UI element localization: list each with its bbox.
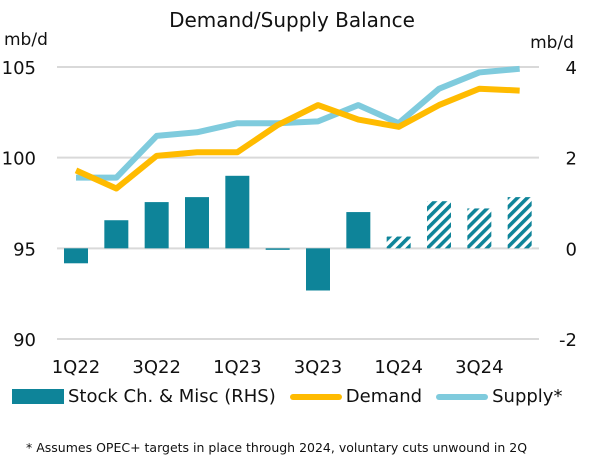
bar-forecast [507,197,532,249]
footnote: * Assumes OPEC+ targets in place through… [26,440,528,455]
legend-item-supply[interactable]: Supply* [430,386,562,407]
right-tick-label: 0 [566,239,577,260]
x-tick-label: 1Q24 [374,357,423,378]
legend-swatch-demand [289,393,342,400]
right-tick-label: -2 [559,330,577,351]
legend-swatch-stock [12,389,64,404]
legend-label-supply: Supply* [492,386,563,407]
x-tick-label: 3Q24 [455,357,504,378]
series-lines [74,65,520,192]
bar [265,248,290,250]
legend-item-demand[interactable]: Demand [284,386,422,407]
bar [346,212,371,249]
left-tick-label: 90 [13,330,36,351]
x-tick-label: 1Q22 [52,357,101,378]
legend: Stock Ch. & Misc (RHS) Demand Supply* [12,386,570,407]
bar [144,202,169,249]
bar-forecast [467,208,492,249]
left-tick-label: 100 [2,149,36,170]
legend-swatch-supply [436,393,489,400]
right-tick-label: 4 [566,58,577,79]
supply-line [76,65,520,181]
legend-label-stock: Stock Ch. & Misc (RHS) [68,386,276,407]
bar [104,220,129,249]
chart-title: Demand/Supply Balance [169,8,415,32]
right-tick-label: 2 [566,149,577,170]
bar [225,175,250,249]
legend-item-stock[interactable]: Stock Ch. & Misc (RHS) [12,386,276,407]
bar-forecast [386,236,411,249]
x-tick-label: 3Q22 [132,357,181,378]
bar-forecast [427,201,451,249]
x-axis-ticks: 1Q22 3Q22 1Q23 3Q23 1Q24 3Q24 [52,357,504,378]
demand-line [74,85,520,192]
right-axis-ticks: -2 0 2 4 [559,58,577,351]
x-tick-label: 1Q23 [213,357,262,378]
bar [64,248,88,264]
x-tick-label: 3Q23 [294,357,343,378]
bar [185,197,209,249]
left-axis-label: mb/d [4,30,48,50]
gridlines [57,66,539,340]
stock-change-bars [64,175,532,291]
right-axis-label: mb/d [530,33,574,53]
legend-label-demand: Demand [345,386,423,407]
left-axis-ticks: 90 95 100 105 [2,58,36,351]
left-tick-label: 95 [13,239,36,260]
bar [306,248,330,291]
left-tick-label: 105 [2,58,36,79]
